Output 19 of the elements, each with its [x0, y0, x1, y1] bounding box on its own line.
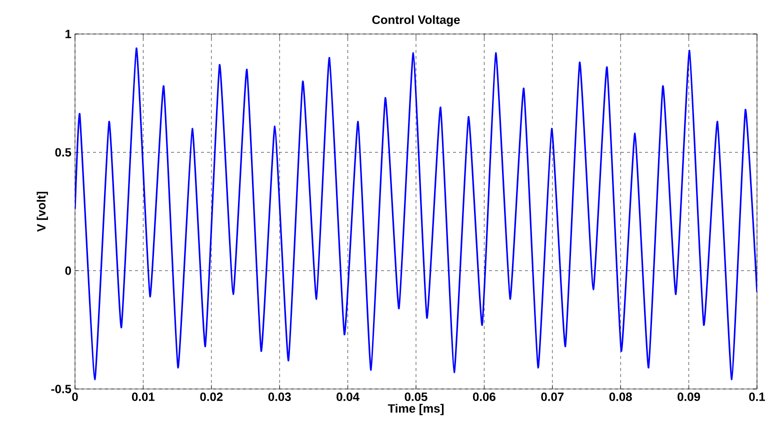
line-series — [75, 47, 757, 380]
y-tick-label: -0.5 — [51, 384, 72, 394]
y-axis-title: V [volt] — [36, 192, 48, 232]
x-tick-label: 0.04 — [336, 392, 360, 402]
x-tick-label: 0.09 — [678, 392, 700, 402]
x-axis-title: Time [ms] — [388, 404, 444, 416]
x-tick-label: 0.05 — [404, 392, 428, 402]
x-tick-label: 0.07 — [541, 392, 564, 402]
x-tick-label: 0 — [72, 392, 78, 402]
x-tick-label: 0.08 — [609, 392, 632, 402]
x-tick-label: 0.03 — [268, 392, 291, 402]
x-tick-label: 0.06 — [472, 392, 496, 402]
y-tick-label: 1 — [66, 30, 72, 38]
x-tick-label: 0.1 — [749, 392, 765, 402]
x-tick-label: 0.02 — [200, 392, 223, 402]
y-tick-label: 0.5 — [55, 148, 72, 157]
x-tick-label: 0.01 — [132, 392, 155, 402]
y-tick-label: 0 — [65, 266, 71, 275]
chart-title: Control Voltage — [372, 15, 460, 26]
